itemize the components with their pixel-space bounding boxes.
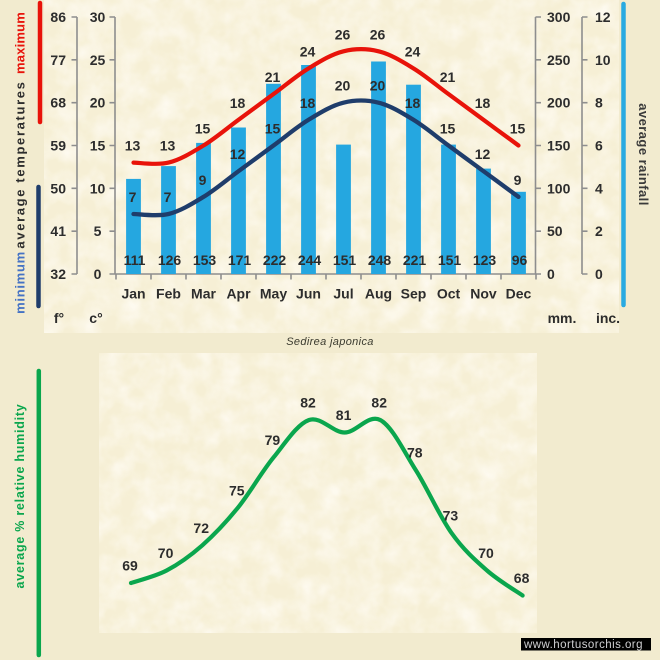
svg-text:12: 12 [475, 146, 491, 162]
svg-text:Mar: Mar [191, 286, 216, 302]
svg-text:Apr: Apr [226, 286, 251, 302]
svg-text:68: 68 [514, 570, 530, 586]
svg-text:78: 78 [407, 445, 423, 461]
svg-text:151: 151 [333, 252, 357, 268]
svg-text:10: 10 [595, 52, 611, 68]
svg-text:0: 0 [94, 266, 102, 282]
svg-text:Dec: Dec [506, 286, 532, 302]
svg-text:12: 12 [230, 146, 246, 162]
svg-text:21: 21 [440, 69, 456, 85]
svg-text:68: 68 [50, 95, 66, 111]
svg-text:20: 20 [335, 78, 351, 94]
svg-text:Jan: Jan [121, 286, 145, 302]
svg-text:25: 25 [90, 52, 106, 68]
svg-text:mm.: mm. [548, 310, 577, 326]
svg-text:18: 18 [475, 95, 491, 111]
svg-text:15: 15 [510, 121, 526, 137]
svg-text:86: 86 [50, 9, 66, 25]
svg-text:maximum: maximum [13, 12, 28, 74]
svg-text:151: 151 [438, 252, 462, 268]
svg-text:13: 13 [125, 138, 141, 154]
svg-text:4: 4 [595, 180, 603, 196]
svg-text:f°: f° [54, 310, 64, 326]
svg-text:24: 24 [405, 43, 421, 59]
svg-text:126: 126 [158, 252, 182, 268]
svg-text:0: 0 [547, 266, 555, 282]
svg-text:inc.: inc. [596, 310, 620, 326]
svg-text:72: 72 [193, 520, 209, 536]
svg-text:9: 9 [514, 172, 522, 188]
svg-text:26: 26 [335, 26, 351, 42]
svg-text:www.hortusorchis.org: www.hortusorchis.org [523, 639, 643, 651]
svg-text:77: 77 [50, 52, 66, 68]
svg-text:20: 20 [370, 78, 386, 94]
svg-text:9: 9 [199, 172, 207, 188]
svg-text:15: 15 [265, 121, 281, 137]
svg-text:15: 15 [195, 121, 211, 137]
svg-text:15: 15 [440, 121, 456, 137]
svg-text:7: 7 [129, 189, 137, 205]
svg-text:Sep: Sep [401, 286, 427, 302]
svg-text:41: 41 [50, 223, 66, 239]
svg-text:Nov: Nov [470, 286, 497, 302]
svg-text:123: 123 [473, 252, 497, 268]
svg-text:18: 18 [300, 95, 316, 111]
svg-text:Feb: Feb [156, 286, 181, 302]
svg-text:150: 150 [547, 138, 571, 154]
svg-text:50: 50 [50, 180, 66, 196]
svg-text:81: 81 [336, 407, 352, 423]
svg-text:96: 96 [512, 252, 528, 268]
svg-text:100: 100 [547, 180, 571, 196]
svg-text:Aug: Aug [365, 286, 392, 302]
svg-text:250: 250 [547, 52, 571, 68]
svg-text:79: 79 [265, 432, 281, 448]
svg-text:0: 0 [595, 266, 603, 282]
svg-text:32: 32 [50, 266, 66, 282]
svg-text:73: 73 [443, 507, 459, 523]
svg-text:Jun: Jun [296, 286, 321, 302]
svg-text:82: 82 [371, 395, 387, 411]
svg-text:24: 24 [300, 43, 316, 59]
svg-text:30: 30 [90, 9, 106, 25]
svg-text:18: 18 [230, 95, 246, 111]
svg-text:18: 18 [405, 95, 421, 111]
svg-text:153: 153 [193, 252, 217, 268]
svg-text:Oct: Oct [437, 286, 461, 302]
svg-text:221: 221 [403, 252, 427, 268]
svg-text:300: 300 [547, 9, 571, 25]
svg-text:70: 70 [158, 545, 174, 561]
svg-text:171: 171 [228, 252, 252, 268]
svg-text:20: 20 [90, 95, 106, 111]
svg-text:59: 59 [50, 138, 66, 154]
svg-text:average % relative humidity: average % relative humidity [13, 404, 27, 589]
svg-text:111: 111 [124, 252, 146, 268]
svg-text:Sedirea japonica: Sedirea japonica [286, 336, 374, 348]
svg-text:minimum: minimum [13, 251, 28, 314]
svg-text:10: 10 [90, 180, 106, 196]
svg-text:26: 26 [370, 26, 386, 42]
svg-text:5: 5 [94, 223, 102, 239]
svg-text:75: 75 [229, 482, 245, 498]
svg-text:average rainfall: average rainfall [636, 103, 651, 206]
svg-text:200: 200 [547, 95, 571, 111]
svg-text:c°: c° [89, 310, 102, 326]
svg-text:2: 2 [595, 223, 603, 239]
svg-text:13: 13 [160, 138, 176, 154]
svg-text:8: 8 [595, 95, 603, 111]
svg-text:248: 248 [368, 252, 392, 268]
svg-text:7: 7 [164, 189, 172, 205]
svg-text:May: May [260, 286, 287, 302]
svg-text:50: 50 [547, 223, 563, 239]
svg-text:82: 82 [300, 395, 316, 411]
svg-text:222: 222 [263, 252, 287, 268]
svg-text:12: 12 [595, 9, 611, 25]
svg-text:15: 15 [90, 138, 106, 154]
svg-text:6: 6 [595, 138, 603, 154]
svg-text:Jul: Jul [333, 286, 353, 302]
svg-text:69: 69 [122, 558, 138, 574]
svg-text:244: 244 [298, 252, 322, 268]
svg-text:70: 70 [478, 545, 494, 561]
svg-text:21: 21 [265, 69, 281, 85]
svg-text:average temperatures: average temperatures [13, 80, 28, 248]
